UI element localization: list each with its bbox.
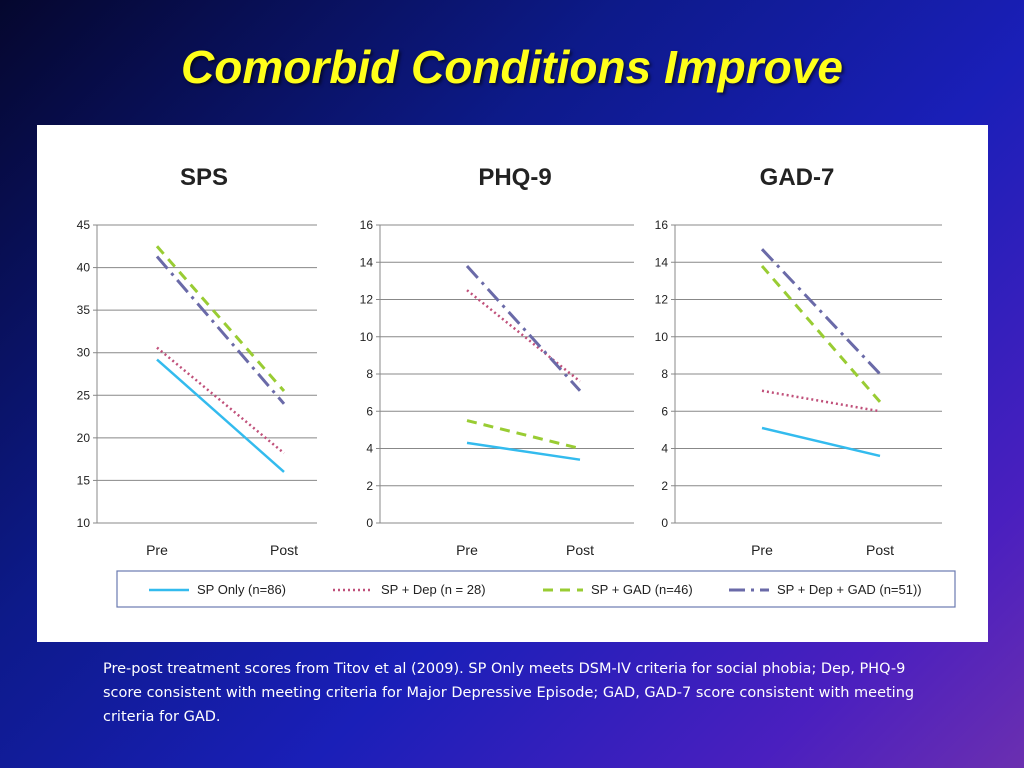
- chart-sps-tick-label: 15: [77, 473, 91, 487]
- chart-sps-tick-label: 40: [77, 261, 91, 275]
- chart-sps-tick-label: 35: [77, 303, 91, 317]
- chart-sps-category-post: Post: [270, 542, 298, 558]
- chart-phq-9-tick-label: 4: [366, 442, 373, 456]
- chart-phq-9-tick-label: 6: [366, 404, 373, 418]
- chart-sps-tick-label: 30: [77, 346, 91, 360]
- chart-phq-9-tick-label: 8: [366, 367, 373, 381]
- chart-gad-7-series-sp-dep-gad: [760, 248, 882, 376]
- chart-phq-9-tick-label: 16: [360, 218, 374, 232]
- chart-phq-9-title: PHQ-9: [478, 164, 551, 191]
- chart-phq-9-category-pre: Pre: [456, 542, 478, 558]
- chart-gad-7-tick-label: 16: [655, 218, 669, 232]
- chart-gad-7-tick-label: 4: [661, 442, 668, 456]
- chart-gad-7-tick-label: 0: [661, 516, 668, 530]
- chart-sps-tick-label: 20: [77, 431, 91, 445]
- chart-gad-7-series-sp-gad: [760, 264, 882, 403]
- chart-gad-7-tick-label: 6: [661, 404, 668, 418]
- chart-sps-tick-label: 45: [77, 218, 91, 232]
- chart-gad-7-tick-label: 14: [655, 255, 669, 269]
- legend-label-sp-only: SP Only (n=86): [197, 582, 286, 597]
- chart-phq-9-category-post: Post: [566, 542, 594, 558]
- chart-phq-9-series-sp-only: [466, 441, 581, 461]
- chart-gad-7-series-sp-only: [761, 426, 881, 458]
- chart-panel: SPS 10 15 20 25 30 35 40 45 Pre Post PHQ-9 0 2 4 6 8 10 12…: [37, 125, 988, 642]
- legend-label-sp-dep: SP + Dep (n = 28): [381, 582, 486, 597]
- legend-label-sp-gad: SP + GAD (n=46): [591, 582, 693, 597]
- chart-phq-9-tick-label: 10: [360, 330, 374, 344]
- chart-phq-9-tick-label: 2: [366, 479, 373, 493]
- chart-sps-tick-label: 25: [77, 388, 91, 402]
- chart-phq-9-series-sp-gad: [466, 419, 581, 450]
- legend-label-sp-dep-gad: SP + Dep + GAD (n=51)): [777, 582, 922, 597]
- chart-gad-7-tick-label: 2: [661, 479, 668, 493]
- chart-phq-9-tick-label: 14: [360, 255, 374, 269]
- chart-phq-9-series-sp-dep: [466, 289, 581, 383]
- chart-gad-7-tick-label: 10: [655, 330, 669, 344]
- chart-gad-7-tick-label: 8: [661, 367, 668, 381]
- slide-caption: Pre-post treatment scores from Titov et …: [103, 661, 915, 725]
- chart-gad-7-tick-label: 12: [655, 293, 669, 307]
- chart-sps-series-sp-only: [156, 358, 285, 473]
- legend-box: [116, 570, 956, 608]
- chart-sps-series-sp-gad: [155, 245, 286, 393]
- chart-sps-category-pre: Pre: [146, 542, 168, 558]
- chart-sps-tick-label: 10: [77, 516, 91, 530]
- chart-sps-title: SPS: [180, 164, 228, 191]
- chart-gad-7-category-post: Post: [866, 542, 894, 558]
- chart-phq-9-series-sp-dep-gad: [465, 264, 582, 392]
- chart-gad-7-series-sp-dep: [761, 389, 881, 413]
- chart-phq-9-tick-label: 0: [366, 516, 373, 530]
- chart-phq-9-tick-label: 12: [360, 293, 374, 307]
- chart-gad-7-category-pre: Pre: [751, 542, 773, 558]
- chart-sps-series-sp-dep: [156, 346, 285, 455]
- chart-gad-7-title: GAD-7: [760, 164, 835, 191]
- chart-sps-series-sp-dep-gad: [155, 255, 286, 405]
- slide-title: Comorbid Conditions Improve: [181, 41, 843, 93]
